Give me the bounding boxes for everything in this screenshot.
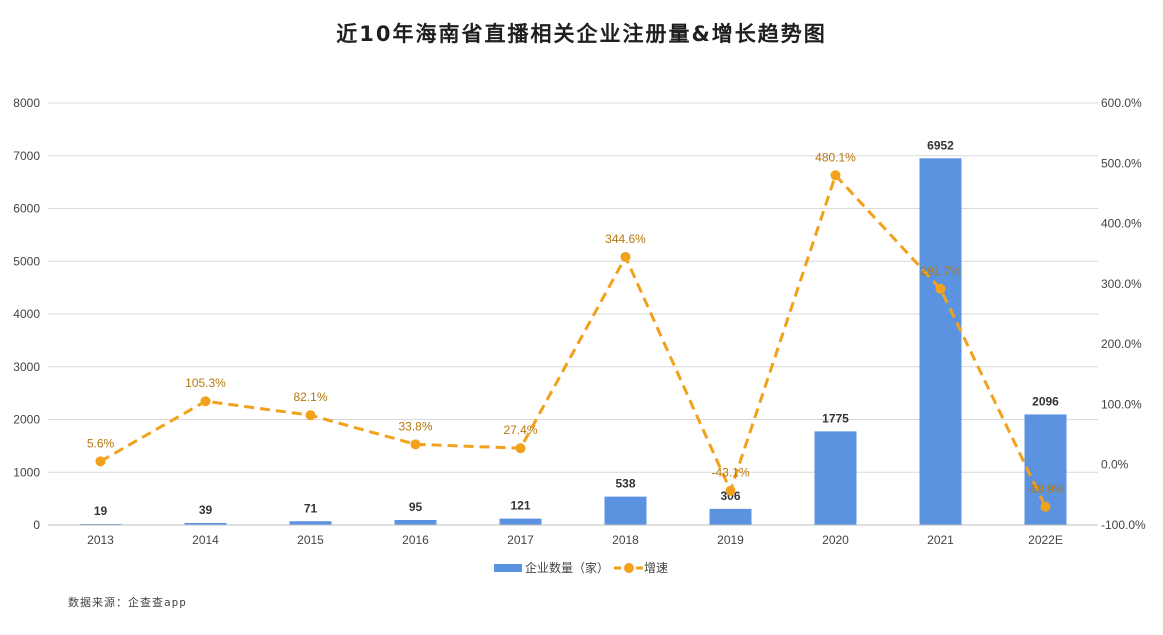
- bar: [289, 521, 332, 525]
- x-tick-label: 2013: [87, 533, 114, 547]
- bar-value-label: 71: [304, 501, 318, 515]
- bar-value-label: 19: [94, 504, 108, 518]
- bar-value-label: 121: [510, 499, 530, 513]
- bar-value-label: 538: [615, 477, 635, 491]
- y-left-tick-label: 3000: [13, 360, 40, 374]
- growth-rate-point: [305, 410, 316, 421]
- bar: [604, 496, 647, 525]
- y-left-tick-label: 2000: [13, 413, 40, 427]
- y-left-tick-label: 1000: [13, 465, 40, 479]
- growth-rate-label: 105.3%: [185, 376, 226, 390]
- chart-title: 近10年海南省直播相关企业注册量&增长趋势图: [336, 22, 827, 46]
- growth-rate-point: [935, 283, 946, 294]
- y-left-tick-label: 8000: [13, 96, 40, 110]
- growth-rate-point: [515, 443, 526, 454]
- x-tick-label: 2019: [717, 533, 744, 547]
- bar-value-label: 39: [199, 503, 213, 517]
- data-source-note: 数据来源：企查查app: [68, 596, 187, 609]
- x-tick-label: 2022E: [1028, 533, 1063, 547]
- y-right-tick-label: 200.0%: [1101, 337, 1142, 351]
- growth-rate-label: -43.1%: [711, 466, 749, 480]
- bar: [919, 158, 962, 526]
- growth-rate-label: -69.9%: [1026, 482, 1064, 496]
- bar: [394, 519, 437, 525]
- bar-value-label: 1775: [822, 411, 849, 425]
- legend-label-line: 增速: [644, 561, 668, 575]
- x-tick-label: 2017: [507, 533, 534, 547]
- y-left-tick-label: 6000: [13, 202, 40, 216]
- bar-value-label: 2096: [1032, 394, 1059, 408]
- bar-value-label: 306: [720, 489, 740, 503]
- growth-rate-label: 82.1%: [293, 390, 327, 404]
- legend-swatch-marker: [624, 563, 634, 573]
- growth-rate-label: 33.8%: [398, 419, 432, 433]
- bar: [184, 522, 227, 525]
- x-tick-label: 2018: [612, 533, 639, 547]
- growth-rate-line: [99, 173, 1047, 508]
- x-tick-label: 2020: [822, 533, 849, 547]
- y-right-tick-label: 600.0%: [1101, 96, 1142, 110]
- y-right-tick-label: 300.0%: [1101, 277, 1142, 291]
- growth-rate-label: 5.6%: [87, 436, 115, 450]
- growth-rate-label: 480.1%: [815, 150, 856, 164]
- bar-value-label: 95: [409, 500, 423, 514]
- growth-rate-point: [830, 170, 841, 181]
- x-tick-label: 2016: [402, 533, 429, 547]
- y-left-tick-label: 7000: [13, 149, 40, 163]
- bar: [499, 518, 542, 525]
- growth-rate-label: 344.6%: [605, 232, 646, 246]
- growth-rate-label: 291.7%: [920, 264, 961, 278]
- y-right-tick-label: -100.0%: [1101, 518, 1146, 532]
- y-left-tick-label: 4000: [13, 307, 40, 321]
- legend-label-bar: 企业数量（家）: [525, 560, 609, 575]
- y-left-tick-label: 5000: [13, 254, 40, 268]
- x-tick-label: 2021: [927, 533, 954, 547]
- x-tick-label: 2014: [192, 533, 219, 547]
- x-tick-label: 2015: [297, 533, 324, 547]
- bar-value-label: 6952: [927, 138, 954, 152]
- growth-rate-point: [95, 456, 106, 467]
- y-right-tick-label: 0.0%: [1101, 458, 1129, 472]
- growth-rate-point: [725, 485, 736, 496]
- y-right-tick-label: 100.0%: [1101, 397, 1142, 411]
- growth-rate-point: [410, 439, 421, 450]
- bar: [814, 431, 857, 525]
- growth-rate-label: 27.4%: [503, 423, 537, 437]
- bar: [709, 508, 752, 525]
- bar: [79, 523, 122, 525]
- y-left-tick-label: 0: [33, 518, 40, 532]
- legend-swatch-bar: [494, 564, 522, 572]
- y-right-tick-label: 500.0%: [1101, 156, 1142, 170]
- growth-rate-point: [200, 396, 211, 407]
- growth-rate-point: [1040, 501, 1051, 512]
- growth-rate-point: [620, 251, 631, 262]
- y-right-tick-label: 400.0%: [1101, 217, 1142, 231]
